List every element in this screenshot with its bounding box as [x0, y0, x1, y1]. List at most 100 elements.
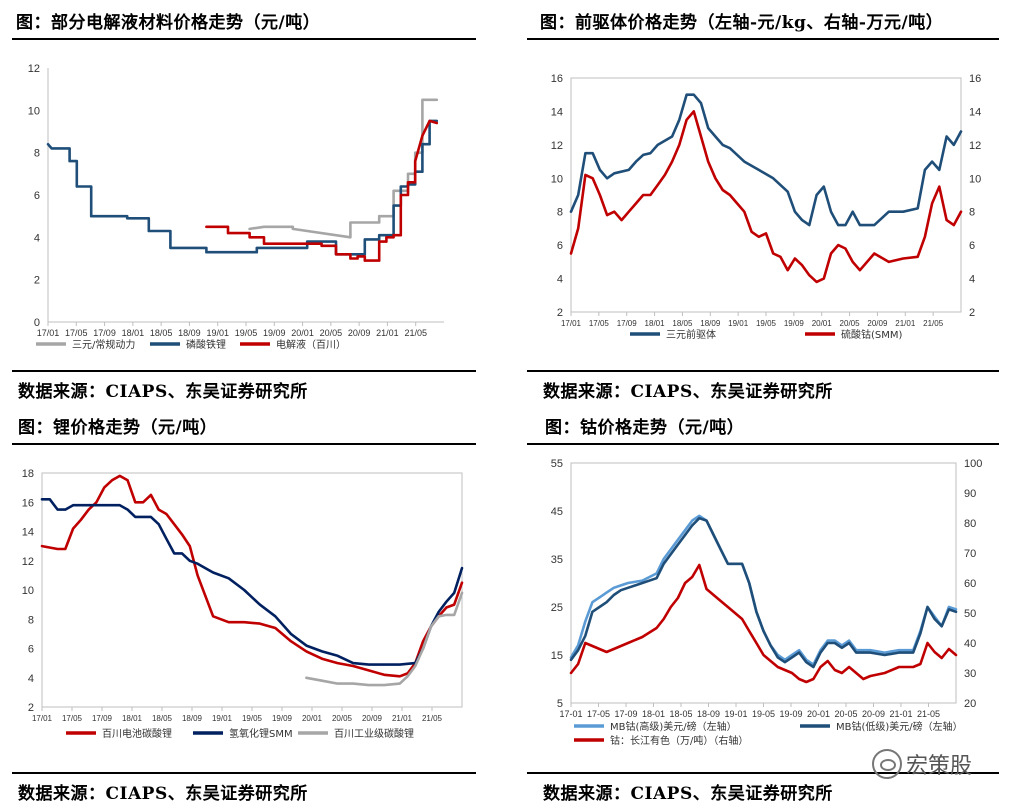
- chart-3-series-line-1: [40, 474, 464, 678]
- chart-4-ytick-right-label: 100: [964, 458, 982, 470]
- chart-1-legend-label-3: 电解液（百川）: [276, 338, 346, 351]
- chart-3-xtick-label: 18/09: [182, 714, 203, 723]
- chart-2-xtick-label: 19/09: [784, 319, 805, 328]
- chart-4-ytick-label: 15: [551, 650, 563, 662]
- chart-1-xtick-label: 19/09: [263, 328, 286, 338]
- chart-1-xtick-label: 19/01: [206, 328, 229, 338]
- chart-1-xtick-label: 17/05: [65, 328, 88, 338]
- chart-2-frame: [570, 77, 962, 313]
- chart-3-ytick-label: 14: [22, 527, 34, 539]
- chart-3-xtick-label: 20/05: [332, 714, 353, 723]
- chart-3-legend-label-1: 百川电池碳酸锂: [102, 727, 172, 740]
- chart-4-xtick-label: 19-09: [779, 709, 802, 719]
- chart-2-xtick-label: 20/05: [840, 319, 861, 328]
- chart-4-ytick-label: 5: [557, 698, 563, 710]
- chart-1-ytick-label: 10: [28, 105, 40, 117]
- chart-4-xtick-label: 19-05: [752, 709, 775, 719]
- panel-1-source-rule: [12, 370, 476, 372]
- chart-2-ytick-right-label: 2: [969, 307, 975, 319]
- chart-2-ytick-right-label: 10: [969, 173, 981, 185]
- chart-4-ytick-label: 25: [551, 602, 563, 614]
- chart-3-ytick-label: 2: [28, 702, 34, 714]
- chart-3-ytick-label: 16: [22, 497, 34, 509]
- chart-4-xtick-label: 20-05: [834, 709, 857, 719]
- chart-4-xtick-label: 17-05: [587, 709, 610, 719]
- chart-1-series-line-3: [205, 119, 439, 262]
- chart-3-xtick-label: 18/01: [122, 714, 143, 723]
- chart-3-xtick-label: 19/01: [212, 714, 233, 723]
- chart-2-xtick-label: 17/05: [589, 319, 610, 328]
- chart-2-ytick-label: 14: [551, 106, 563, 118]
- panel-3-title: 图：锂价格走势（元/吨）: [18, 418, 218, 438]
- chart-4-xtick-label: 17-01: [559, 709, 582, 719]
- chart-4-xtick-label: 19-01: [724, 709, 747, 719]
- chart-1-series-line-1: [248, 98, 439, 239]
- chart-2-ytick-right-label: 4: [969, 274, 975, 286]
- chart-4-ytick-right-label: 90: [964, 488, 976, 500]
- chart-1-series-line-2: [46, 119, 439, 256]
- chart-1-xtick-label: 19/05: [235, 328, 258, 338]
- chart-3-xtick-label: 21/05: [422, 714, 443, 723]
- chart-4-xtick-label: 18-05: [669, 709, 692, 719]
- panel-3-source: 数据来源：CIAPS、东吴证券研究所: [18, 784, 308, 804]
- chart-1-xtick-label: 20/01: [291, 328, 314, 338]
- chart-2-ytick-label: 2: [557, 307, 563, 319]
- chart-2-ytick-right-label: 12: [969, 140, 981, 152]
- chart-2-xtick-label: 18/01: [645, 319, 666, 328]
- chart-2-ytick-right-label: 16: [969, 73, 981, 85]
- panel-4-title-rule: [527, 443, 999, 445]
- chart-4-series-line-2: [569, 516, 958, 669]
- chart-1-legend-label-2: 磷酸铁锂: [186, 338, 226, 351]
- chart-2-xtick-label: 19/01: [728, 319, 749, 328]
- panel-2-source: 数据来源：CIAPS、东吴证券研究所: [543, 382, 833, 402]
- wechat-icon: [872, 749, 902, 779]
- chart-1-ytick-label: 4: [34, 232, 40, 244]
- chart-4-ytick-right-label: 20: [964, 698, 976, 710]
- chart-3-legend-label-3: 百川工业级碳酸锂: [334, 727, 414, 740]
- chart-3-xtick-label: 17/05: [62, 714, 83, 723]
- chart-3-xtick-label: 19/05: [242, 714, 263, 723]
- chart-2-series-line-1: [569, 93, 963, 227]
- chart-4-ytick-right-label: 70: [964, 548, 976, 560]
- chart-2-xtick-label: 21/05: [923, 319, 944, 328]
- chart-3-xtick-label: 17/01: [32, 714, 53, 723]
- chart-3-series-line-3: [305, 591, 464, 687]
- chart-3-ytick-label: 6: [28, 644, 34, 656]
- chart-4-ytick-label: 55: [551, 458, 563, 470]
- chart-4-xtick-label: 18-09: [697, 709, 720, 719]
- panel-1-title-rule: [12, 38, 476, 40]
- chart-2-xtick-label: 18/05: [672, 319, 693, 328]
- chart-4-ytick-right-label: 50: [964, 608, 976, 620]
- chart-4-xtick-label: 21-05: [917, 709, 940, 719]
- chart-1-xtick-label: 17/09: [93, 328, 116, 338]
- chart-2-series-line-2: [569, 110, 963, 284]
- chart-3-xtick-label: 17/09: [92, 714, 113, 723]
- chart-3-ytick-label: 4: [28, 673, 34, 685]
- chart-4-legend-label-1: MB钴(高级)美元/磅（左轴）: [610, 720, 737, 733]
- chart-2-xtick-label: 19/05: [756, 319, 777, 328]
- chart-1-xtick-label: 18/05: [150, 328, 173, 338]
- chart-1-xtick-label: 17/01: [37, 328, 60, 338]
- chart-4-series-line-3: [569, 563, 958, 684]
- chart-1-ytick-label: 6: [34, 190, 40, 202]
- chart-2-ytick-label: 12: [551, 140, 563, 152]
- chart-2-ytick-label: 16: [551, 73, 563, 85]
- chart-2-ytick-right-label: 8: [969, 207, 975, 219]
- chart-1-xtick-label: 20/09: [348, 328, 371, 338]
- chart-2-xtick-label: 17/09: [617, 319, 638, 328]
- chart-2-ytick-label: 10: [551, 173, 563, 185]
- chart-2-ytick-label: 4: [557, 274, 563, 286]
- chart-3-xtick-label: 20/01: [302, 714, 323, 723]
- chart-1-ytick-label: 2: [34, 275, 40, 287]
- chart-2-ytick-right-label: 6: [969, 240, 975, 252]
- chart-2-xtick-label: 18/09: [700, 319, 721, 328]
- chart-4-xtick-label: 17-09: [614, 709, 637, 719]
- panel-4-title: 图：钴价格走势（元/吨）: [545, 418, 745, 438]
- chart-1-legend-label-1: 三元/常规动力: [72, 338, 135, 351]
- chart-3-ytick-label: 18: [22, 468, 34, 480]
- panel-4-source: 数据来源：CIAPS、东吴证券研究所: [543, 784, 833, 804]
- chart-2-legend-label-2: 硫酸钴(SMM): [841, 328, 903, 341]
- chart-3-xtick-label: 20/09: [362, 714, 383, 723]
- chart-1-ytick-label: 0: [34, 317, 40, 329]
